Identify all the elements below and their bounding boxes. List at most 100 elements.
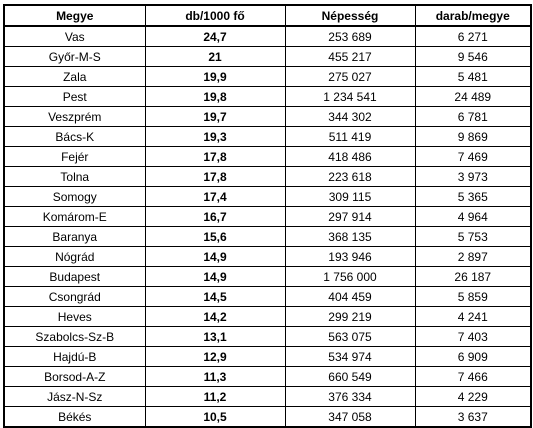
count-cell: 4 241 <box>414 306 532 327</box>
rate-cell: 17,4 <box>144 186 286 207</box>
header-count-per-county: darab/megye <box>414 4 532 27</box>
population-cell: 309 115 <box>284 186 416 207</box>
population-cell: 253 689 <box>284 25 416 47</box>
data-table-container: Megye db/1000 fő Népesség darab/megye Va… <box>3 4 532 428</box>
count-cell: 26 187 <box>414 266 532 287</box>
rate-cell: 17,8 <box>144 166 286 187</box>
table-row: Jász-N-Sz 11,2 376 334 4 229 <box>3 386 532 407</box>
rate-cell: 19,3 <box>144 126 286 147</box>
county-cell: Fejér <box>3 146 146 167</box>
count-cell: 5 753 <box>414 226 532 247</box>
count-cell: 4 964 <box>414 206 532 227</box>
count-cell: 6 909 <box>414 346 532 367</box>
population-cell: 223 618 <box>284 166 416 187</box>
count-cell: 5 365 <box>414 186 532 207</box>
county-cell: Somogy <box>3 186 146 207</box>
table-row: Csongrád 14,5 404 459 5 859 <box>3 286 532 307</box>
population-cell: 1 234 541 <box>284 86 416 107</box>
county-cell: Hajdú-B <box>3 346 146 367</box>
population-cell: 404 459 <box>284 286 416 307</box>
county-cell: Heves <box>3 306 146 327</box>
rate-cell: 15,6 <box>144 226 286 247</box>
rate-cell: 13,1 <box>144 326 286 347</box>
population-cell: 297 914 <box>284 206 416 227</box>
population-cell: 347 058 <box>284 406 416 428</box>
count-cell: 24 489 <box>414 86 532 107</box>
population-cell: 563 075 <box>284 326 416 347</box>
table-row: Vas 24,7 253 689 6 271 <box>3 25 532 47</box>
population-cell: 299 219 <box>284 306 416 327</box>
county-cell: Békés <box>3 406 146 428</box>
population-cell: 193 946 <box>284 246 416 267</box>
count-cell: 6 781 <box>414 106 532 127</box>
county-data-table: Megye db/1000 fő Népesség darab/megye Va… <box>3 4 532 428</box>
county-cell: Vas <box>3 25 146 47</box>
county-cell: Budapest <box>3 266 146 287</box>
rate-cell: 11,2 <box>144 386 286 407</box>
count-cell: 3 637 <box>414 406 532 428</box>
county-cell: Nógrád <box>3 246 146 267</box>
rate-cell: 14,9 <box>144 266 286 287</box>
count-cell: 5 859 <box>414 286 532 307</box>
rate-cell: 19,8 <box>144 86 286 107</box>
county-cell: Pest <box>3 86 146 107</box>
table-row: Borsod-A-Z 11,3 660 549 7 466 <box>3 366 532 387</box>
population-cell: 534 974 <box>284 346 416 367</box>
table-row: Szabolcs-Sz-B 13,1 563 075 7 403 <box>3 326 532 347</box>
population-cell: 368 135 <box>284 226 416 247</box>
population-cell: 660 549 <box>284 366 416 387</box>
rate-cell: 14,5 <box>144 286 286 307</box>
table-row: Zala 19,9 275 027 5 481 <box>3 66 532 87</box>
county-cell: Borsod-A-Z <box>3 366 146 387</box>
rate-cell: 17,8 <box>144 146 286 167</box>
header-population: Népesség <box>284 4 416 27</box>
rate-cell: 14,9 <box>144 246 286 267</box>
count-cell: 2 897 <box>414 246 532 267</box>
table-row: Budapest 14,9 1 756 000 26 187 <box>3 266 532 287</box>
rate-cell: 11,3 <box>144 366 286 387</box>
rate-cell: 21 <box>144 46 286 67</box>
count-cell: 6 271 <box>414 25 532 47</box>
county-cell: Veszprém <box>3 106 146 127</box>
table-row: Komárom-E 16,7 297 914 4 964 <box>3 206 532 227</box>
population-cell: 511 419 <box>284 126 416 147</box>
table-body: Vas 24,7 253 689 6 271 Győr-M-S 21 455 217 9 54… <box>3 25 532 428</box>
table-row: Fejér 17,8 418 486 7 469 <box>3 146 532 167</box>
header-row: Megye db/1000 fő Népesség darab/megye <box>3 4 532 27</box>
county-cell: Zala <box>3 66 146 87</box>
table-row: Bács-K 19,3 511 419 9 869 <box>3 126 532 147</box>
table-row: Heves 14,2 299 219 4 241 <box>3 306 532 327</box>
county-cell: Szabolcs-Sz-B <box>3 326 146 347</box>
table-row: Baranya 15,6 368 135 5 753 <box>3 226 532 247</box>
county-cell: Győr-M-S <box>3 46 146 67</box>
count-cell: 7 403 <box>414 326 532 347</box>
population-cell: 418 486 <box>284 146 416 167</box>
table-row: Nógrád 14,9 193 946 2 897 <box>3 246 532 267</box>
population-cell: 376 334 <box>284 386 416 407</box>
rate-cell: 16,7 <box>144 206 286 227</box>
header-rate-per-1000: db/1000 fő <box>144 4 286 27</box>
rate-cell: 10,5 <box>144 406 286 428</box>
count-cell: 5 481 <box>414 66 532 87</box>
county-cell: Baranya <box>3 226 146 247</box>
table-row: Hajdú-B 12,9 534 974 6 909 <box>3 346 532 367</box>
county-cell: Komárom-E <box>3 206 146 227</box>
table-row: Tolna 17,8 223 618 3 973 <box>3 166 532 187</box>
count-cell: 9 546 <box>414 46 532 67</box>
count-cell: 9 869 <box>414 126 532 147</box>
count-cell: 7 469 <box>414 146 532 167</box>
county-cell: Jász-N-Sz <box>3 386 146 407</box>
rate-cell: 19,9 <box>144 66 286 87</box>
county-cell: Tolna <box>3 166 146 187</box>
count-cell: 7 466 <box>414 366 532 387</box>
rate-cell: 19,7 <box>144 106 286 127</box>
rate-cell: 14,2 <box>144 306 286 327</box>
count-cell: 4 229 <box>414 386 532 407</box>
population-cell: 275 027 <box>284 66 416 87</box>
table-row: Somogy 17,4 309 115 5 365 <box>3 186 532 207</box>
table-row: Békés 10,5 347 058 3 637 <box>3 406 532 428</box>
table-row: Pest 19,8 1 234 541 24 489 <box>3 86 532 107</box>
county-cell: Csongrád <box>3 286 146 307</box>
population-cell: 344 302 <box>284 106 416 127</box>
population-cell: 1 756 000 <box>284 266 416 287</box>
